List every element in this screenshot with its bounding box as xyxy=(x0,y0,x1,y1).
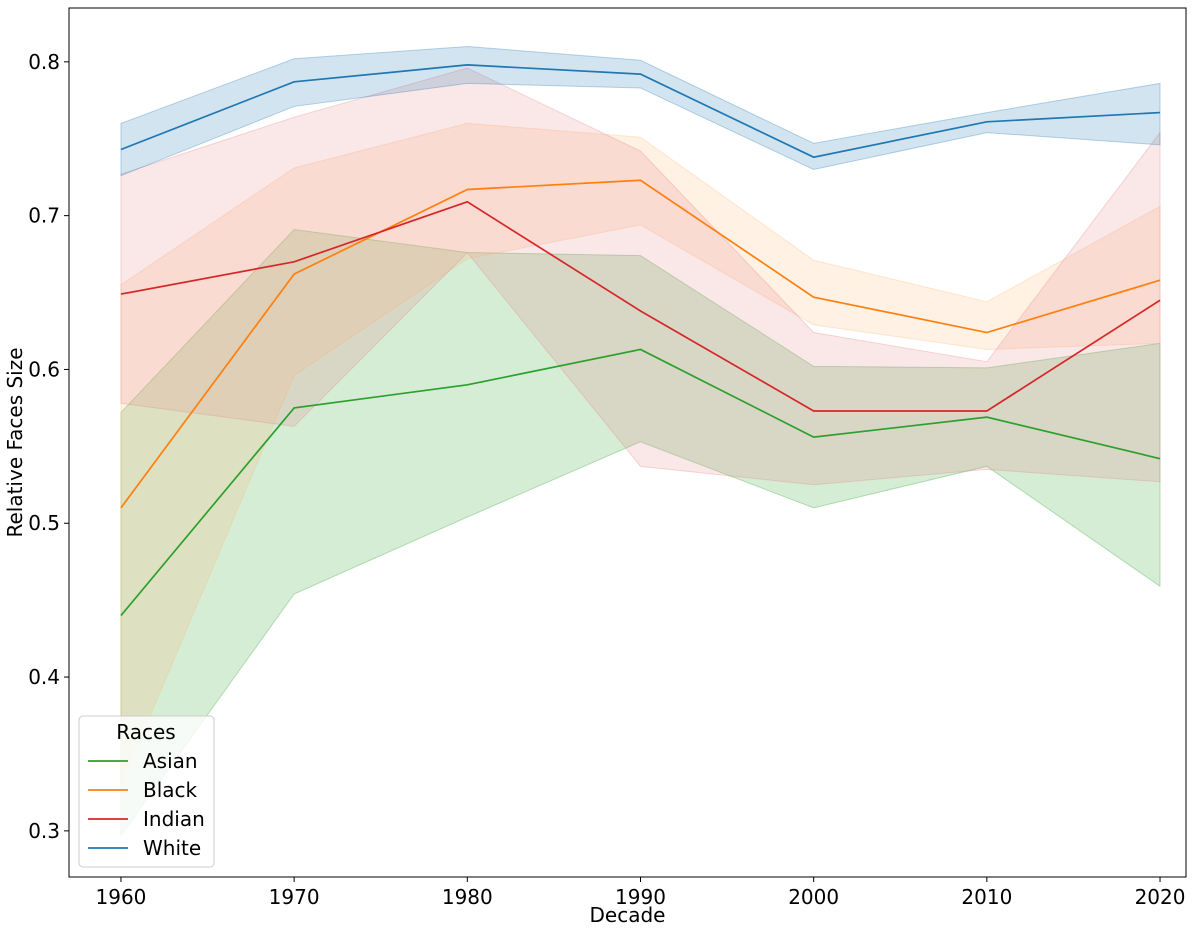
y-tick-label: 0.7 xyxy=(28,204,60,228)
band-white xyxy=(120,45,1161,177)
legend-box xyxy=(78,715,215,868)
plot-frame xyxy=(68,7,1187,878)
x-tick-label: 1970 xyxy=(269,885,320,909)
series-lines xyxy=(120,64,1161,617)
legend-label-black: Black xyxy=(143,778,198,802)
legend-title: Races xyxy=(116,720,175,744)
legend: Races Asian Black Indian White xyxy=(78,715,215,868)
confidence-bands xyxy=(120,45,1161,838)
band-indian xyxy=(120,67,1161,486)
x-axis-label: Decade xyxy=(590,903,666,927)
line-indian xyxy=(120,200,1161,412)
band-asian xyxy=(120,228,1161,838)
line-asian xyxy=(120,348,1161,617)
y-tick-label: 0.3 xyxy=(28,819,60,843)
legend-label-white: White xyxy=(143,836,201,860)
legend-label-indian: Indian xyxy=(143,807,205,831)
line-black xyxy=(120,179,1161,509)
x-tick-label: 1980 xyxy=(442,885,493,909)
x-tick-label: 1990 xyxy=(615,885,666,909)
y-axis-ticks: 0.3 0.4 0.5 0.6 0.7 0.8 xyxy=(28,50,69,843)
x-tick-label: 2010 xyxy=(961,885,1012,909)
y-tick-label: 0.8 xyxy=(28,50,60,74)
x-axis-ticks: 1960 1970 1980 1990 2000 2010 2020 xyxy=(96,877,1186,909)
y-tick-label: 0.5 xyxy=(28,511,60,535)
line-white xyxy=(120,64,1161,159)
x-tick-label: 2020 xyxy=(1135,885,1186,909)
legend-label-asian: Asian xyxy=(143,749,198,773)
band-black xyxy=(120,122,1161,785)
legend-items: Asian Black Indian White xyxy=(88,749,205,860)
y-axis-label: Relative Faces Size xyxy=(3,347,27,537)
x-tick-label: 1960 xyxy=(96,885,147,909)
y-tick-label: 0.6 xyxy=(28,357,60,381)
x-tick-label: 2000 xyxy=(788,885,839,909)
y-tick-label: 0.4 xyxy=(28,665,60,689)
